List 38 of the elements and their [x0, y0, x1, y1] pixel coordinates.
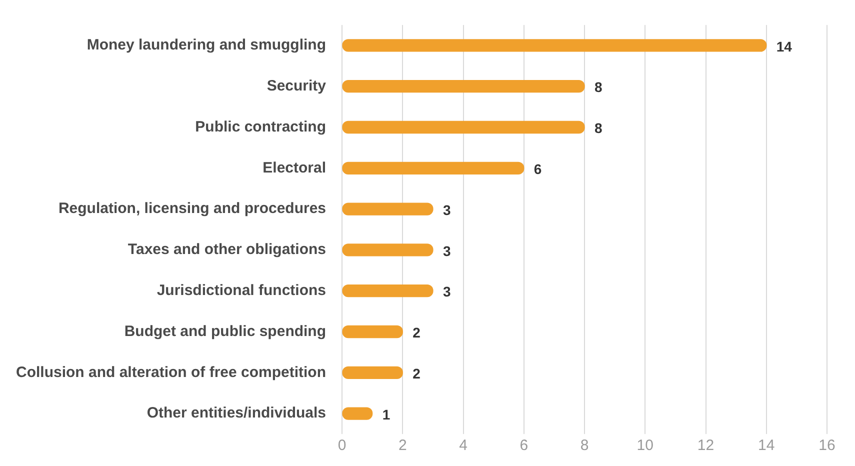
x-tick-label: 12: [697, 437, 714, 454]
x-tick-label: 4: [459, 437, 468, 454]
bar: [342, 366, 403, 379]
data-label: 1: [382, 406, 390, 422]
x-tick-label: 0: [338, 437, 346, 454]
y-tick-label: Collusion and alteration of free competition: [16, 364, 326, 381]
y-tick-label: Security: [266, 77, 327, 94]
y-tick-label: Jurisdictional functions: [156, 282, 326, 299]
bar: [342, 162, 524, 174]
y-tick-label: Public contracting: [195, 118, 326, 136]
y-tick-label: Money laundering and smuggling: [86, 36, 326, 54]
x-tick-label: 14: [758, 437, 775, 454]
x-tick-label: 16: [818, 437, 836, 454]
x-tick-label: 8: [580, 437, 589, 454]
bar: [342, 39, 767, 52]
y-tick-label: Taxes and other obligations: [128, 241, 326, 258]
x-tick-label: 6: [520, 437, 528, 454]
y-tick-label: Regulation, licensing and procedures: [58, 200, 326, 218]
y-tick-label: Budget and public spending: [124, 322, 326, 340]
bar: [342, 120, 585, 134]
data-label: 2: [412, 366, 421, 382]
bar: [342, 244, 434, 256]
x-tick-label: 10: [636, 437, 654, 454]
x-tick-label: 2: [398, 437, 407, 454]
bar: [342, 325, 403, 338]
y-tick-label: Other entities/individuals: [146, 404, 326, 422]
data-label: 3: [442, 242, 451, 259]
data-label: 8: [594, 79, 603, 96]
data-label: 3: [442, 284, 451, 300]
bar: [342, 284, 434, 298]
bar: [342, 202, 434, 216]
data-label: 8: [594, 120, 603, 136]
bar: [342, 80, 585, 93]
data-label: 3: [442, 202, 451, 218]
data-label: 2: [412, 324, 421, 341]
y-tick-label: Electoral: [262, 159, 326, 176]
data-label: 14: [776, 38, 792, 54]
data-label: 6: [534, 161, 542, 178]
